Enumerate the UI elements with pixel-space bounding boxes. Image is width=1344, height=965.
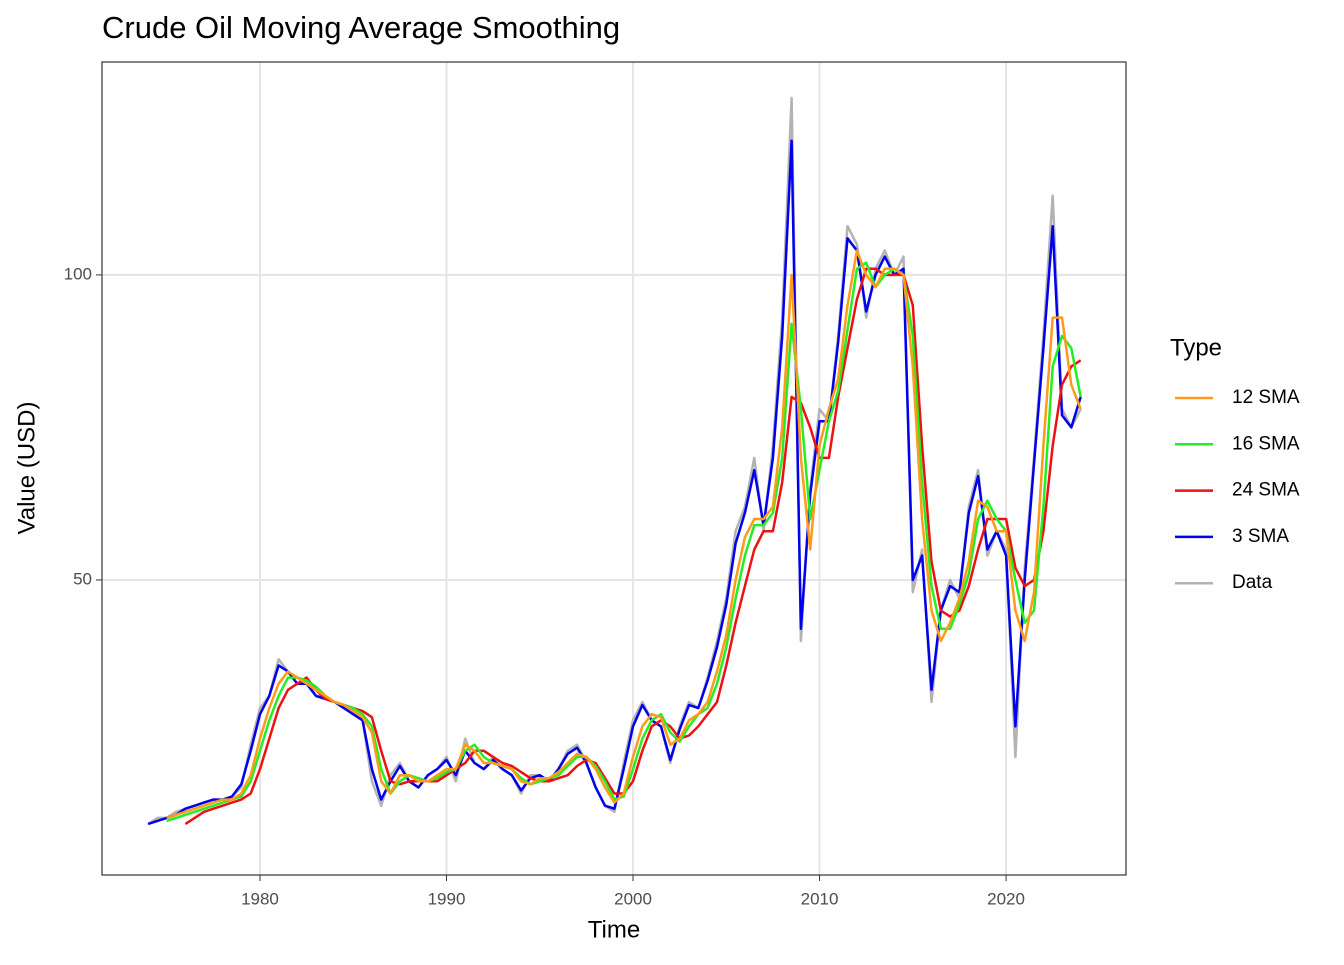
legend-label: 24 SMA xyxy=(1232,480,1300,501)
y-tick-label: 50 xyxy=(73,569,92,588)
x-tick-label: 2000 xyxy=(614,889,652,908)
x-tick-label: 2020 xyxy=(987,889,1025,908)
chart-title: Crude Oil Moving Average Smoothing xyxy=(102,10,620,45)
x-tick-label: 2010 xyxy=(801,889,839,908)
series-line xyxy=(166,261,1082,823)
series-line xyxy=(166,249,1082,820)
x-axis-title: Time xyxy=(588,916,640,943)
legend-label: 3 SMA xyxy=(1232,526,1289,547)
legend-label: 12 SMA xyxy=(1232,387,1300,408)
x-tick-label: 1990 xyxy=(428,889,466,908)
plot-border xyxy=(101,61,1127,876)
legend-label: 16 SMA xyxy=(1232,433,1300,454)
legend-label: Data xyxy=(1232,572,1273,593)
x-tick-label: 1980 xyxy=(241,889,279,908)
y-axis-title: Value (USD) xyxy=(13,402,40,535)
y-tick-label: 100 xyxy=(64,264,92,283)
series-line xyxy=(147,139,1082,826)
legend-title: Type xyxy=(1170,334,1222,361)
